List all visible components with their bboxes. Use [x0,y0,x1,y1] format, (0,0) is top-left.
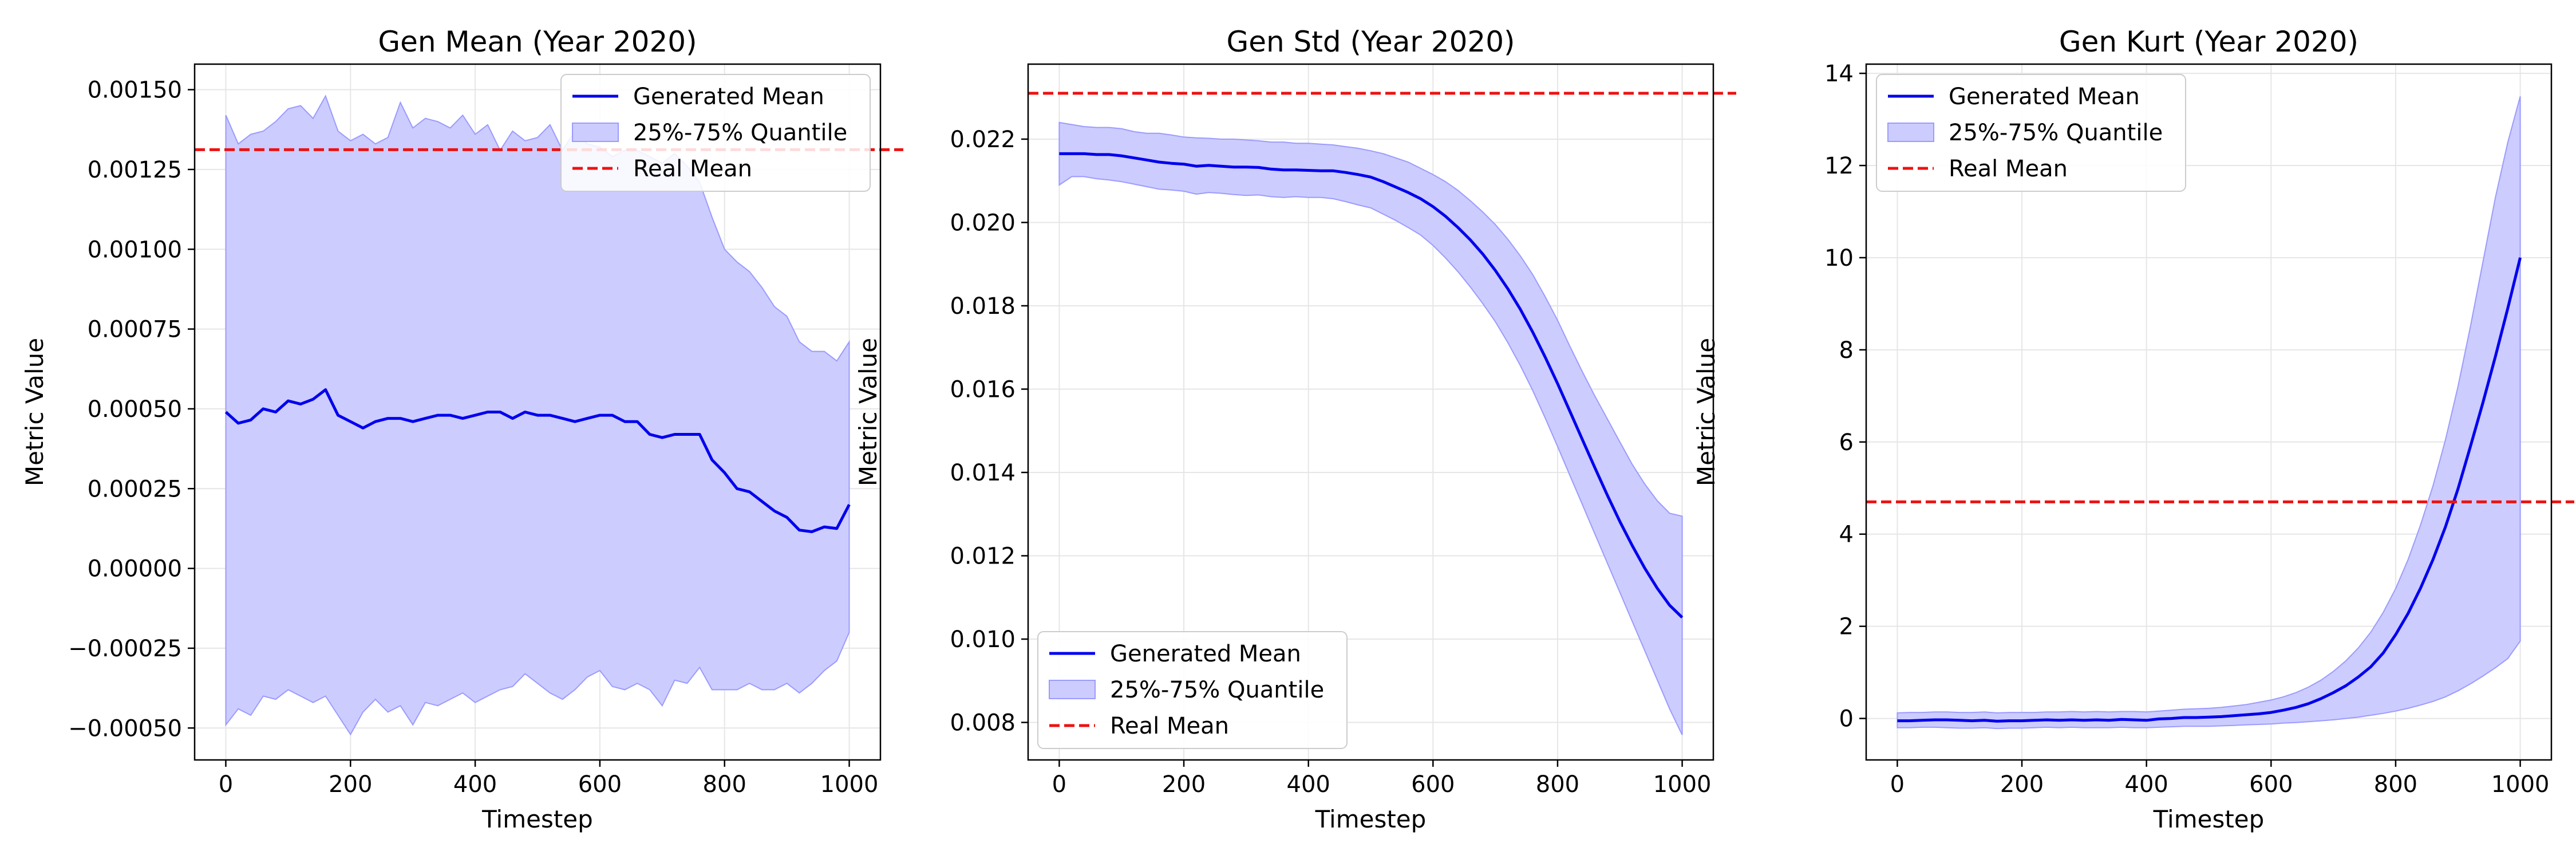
y-tick-label: 8 [1839,337,1854,364]
y-tick-label: 0.00150 [88,77,182,104]
y-axis-label: Metric Value [1692,338,1720,486]
legend-label: Real Mean [633,156,752,182]
generated-mean-line [224,388,851,533]
x-axis-label: Timestep [1315,805,1427,833]
generated-mean-line [1897,257,2522,723]
legend-label: Real Mean [1110,713,1229,739]
x-tick-label: 800 [703,771,746,798]
x-axis-label: Timestep [2153,805,2265,833]
x-tick-label: 0 [219,771,233,798]
chart-panel-1: 0 200 400 600 800 1000 −0.00050 −0.00025 0.00000… [21,25,903,833]
y-tick-label: 14 [1824,61,1854,87]
axes-frame [1027,63,1714,761]
legend-label: 25%-75% Quantile [633,120,847,146]
legend-box [560,74,871,192]
y-tick-label: 12 [1824,153,1854,179]
y-axis-label: Metric Value [854,338,882,486]
axes-frame [193,63,882,761]
legend-band-swatch [572,123,619,142]
y-tick-label: 0.016 [950,376,1016,403]
x-tick-label: 200 [2000,771,2044,798]
legend-label: Generated Mean [1949,84,2140,110]
legend-label: Real Mean [1949,156,2068,182]
legend-label: Generated Mean [1110,641,1301,667]
x-axis-label: Timestep [481,805,593,833]
y-tick-label: 4 [1839,522,1854,548]
chart-panel-2: 0 200 400 600 800 1000 0.008 0.010 0.012 0.014 0.0… [854,25,1736,833]
x-tick-label: 200 [329,771,372,798]
legend: Generated Mean 25%-75% Quantile Real Mean [1876,74,2186,192]
legend-label: 25%-75% Quantile [1110,677,1324,703]
y-tick-label: 0.00025 [88,476,182,502]
plot-area [1897,96,2522,730]
plot-area [1058,121,1684,735]
x-tick-label: 400 [2125,771,2168,798]
y-tick-label: 2 [1839,614,1854,640]
y-tick-label: 10 [1824,245,1854,271]
y-axis-label: Metric Value [21,338,49,486]
quantile-band [1058,121,1683,735]
y-tick-label: 0.008 [950,710,1016,736]
legend-box [1037,631,1348,749]
y-tick-label: 0.00100 [88,237,182,263]
legend-label: 25%-75% Quantile [1949,120,2163,146]
chart-title: Gen Kurt (Year 2020) [2059,25,2358,58]
x-tick-label: 800 [2374,771,2417,798]
quantile-band [1897,96,2521,730]
plot-area [224,94,851,736]
y-tick-label: 0.012 [950,543,1016,570]
y-tick-label: 0.020 [950,210,1016,236]
legend-band-swatch [1887,123,1934,142]
x-tick-label: 800 [1536,771,1579,798]
y-tick-label: 0.018 [950,293,1016,320]
chart-panel-3: 0 200 400 600 800 1000 0 2 4 6 8 10 12 14 Gen Kurt (Ye… [1692,25,2574,833]
legend: Generated Mean 25%-75% Quantile Real Mean [1037,631,1348,749]
y-tick-label: −0.00025 [68,636,182,662]
y-tick-label: 0.010 [950,626,1016,653]
y-tick-label: 0.022 [950,127,1016,153]
generated-mean-line [1059,152,1684,618]
x-tick-label: 600 [578,771,622,798]
y-tick-label: 6 [1839,430,1854,456]
x-tick-label: 600 [2249,771,2293,798]
x-tick-label: 0 [1052,771,1066,798]
y-tick-label: 0.00000 [88,556,182,582]
legend-band-swatch [1049,680,1096,699]
y-tick-label: −0.00050 [68,715,182,742]
x-tick-label: 0 [1890,771,1905,798]
x-tick-label: 600 [1411,771,1455,798]
chart-title: Gen Std (Year 2020) [1226,25,1515,58]
y-tick-label: 0.00125 [88,157,182,183]
x-tick-label: 400 [1287,771,1330,798]
legend-box [1876,74,2186,192]
legend-label: Generated Mean [633,84,824,110]
y-tick-label: 0.00050 [88,396,182,423]
x-tick-label: 1000 [820,771,879,798]
axes-frame [1865,63,2553,761]
y-tick-label: 0.014 [950,460,1016,486]
legend: Generated Mean 25%-75% Quantile Real Mean [560,74,871,192]
x-tick-label: 400 [453,771,497,798]
x-tick-label: 1000 [1653,771,1712,798]
y-tick-label: 0 [1839,706,1854,732]
x-tick-label: 200 [1162,771,1206,798]
chart-title: Gen Mean (Year 2020) [378,25,697,58]
x-tick-label: 1000 [2491,771,2550,798]
y-tick-label: 0.00075 [88,317,182,343]
